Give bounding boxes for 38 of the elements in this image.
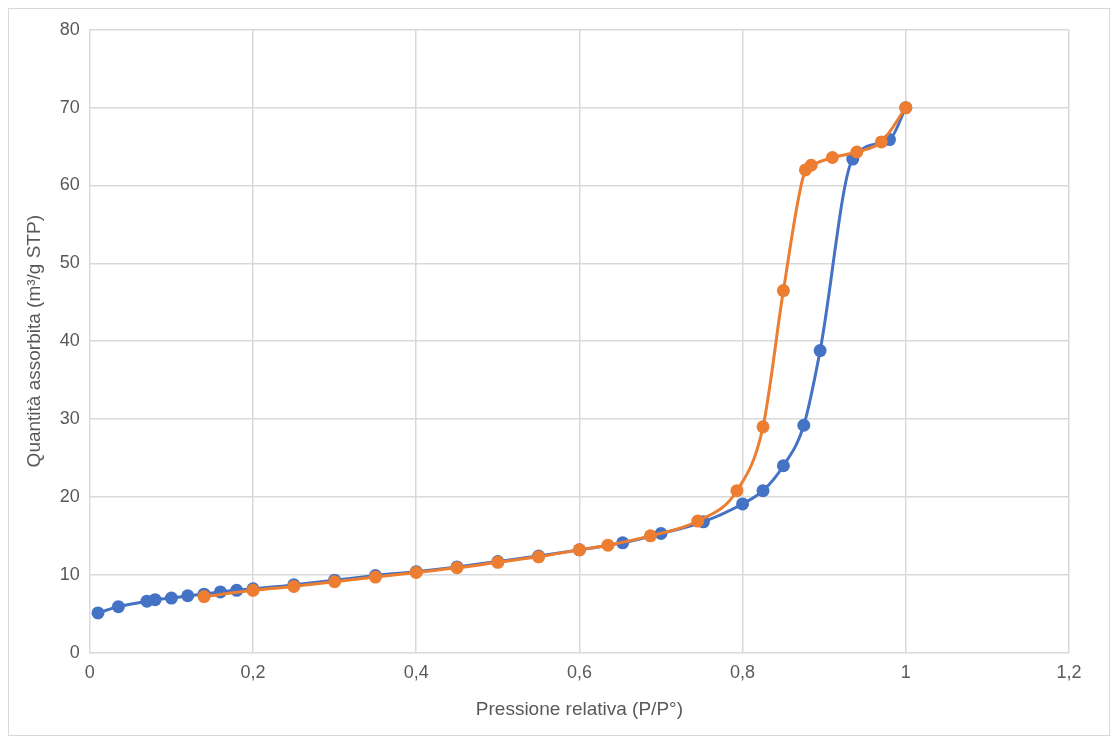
- x-axis-title: Pressione relativa (P/P°): [475, 697, 683, 719]
- y-tick-label: 20: [59, 485, 80, 506]
- y-tick-label: 80: [59, 18, 80, 39]
- point: [730, 484, 744, 498]
- point: [91, 606, 105, 620]
- x-tick-label: 1: [900, 662, 911, 683]
- point: [813, 344, 827, 358]
- point: [148, 593, 162, 607]
- point: [643, 529, 657, 543]
- x-tick-label: 0,4: [403, 662, 429, 683]
- y-tick-label: 40: [59, 330, 80, 351]
- x-tick-label: 0: [84, 662, 95, 683]
- point: [756, 420, 770, 434]
- point: [825, 150, 839, 164]
- point: [776, 284, 790, 298]
- y-tick-label: 60: [59, 174, 80, 195]
- point: [756, 484, 770, 498]
- x-tick-label: 1,2: [1056, 662, 1082, 683]
- point: [850, 145, 864, 159]
- point: [797, 418, 811, 432]
- x-tick-label: 0,2: [240, 662, 266, 683]
- point: [874, 135, 888, 149]
- y-tick-label: 70: [59, 96, 80, 117]
- x-tick-label: 0,6: [566, 662, 592, 683]
- x-tick-label: 0,8: [730, 662, 756, 683]
- point: [691, 514, 705, 528]
- point: [111, 600, 125, 614]
- point: [601, 538, 615, 552]
- point: [776, 459, 790, 473]
- point: [736, 497, 750, 511]
- y-axis-title: Quantità assorbita (m³/g STP): [22, 215, 44, 468]
- point: [181, 589, 195, 603]
- y-tick-label: 0: [69, 641, 80, 662]
- y-tick-label: 50: [59, 252, 80, 273]
- point: [804, 158, 818, 172]
- y-tick-label: 30: [59, 408, 80, 429]
- point: [164, 591, 178, 605]
- y-tick-label: 10: [59, 563, 80, 584]
